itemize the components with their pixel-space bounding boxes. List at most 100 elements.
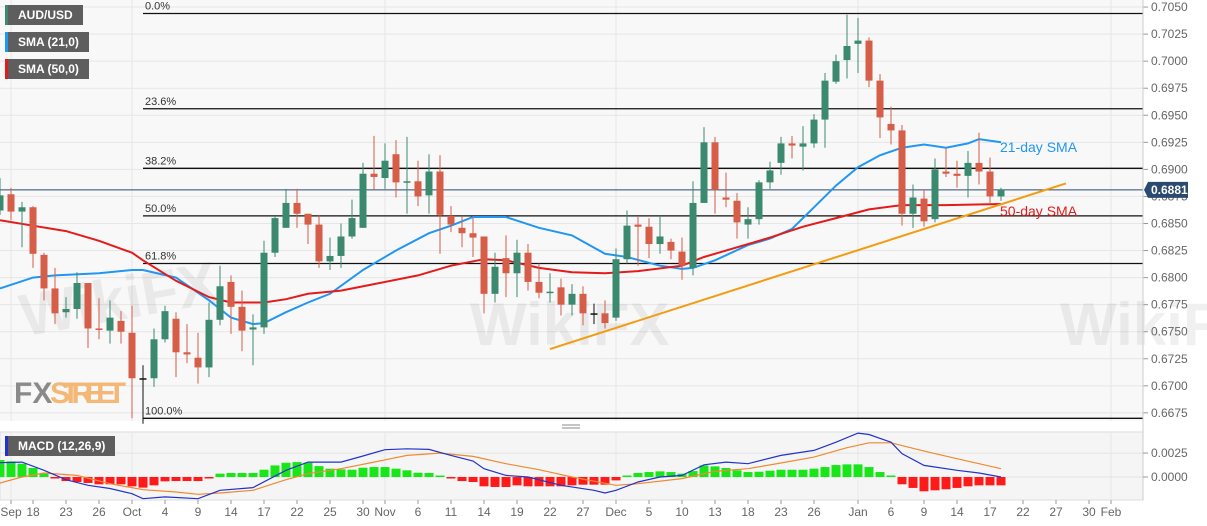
candle-body [722,197,730,200]
macd-histogram-bar [754,471,764,478]
candle-body [634,224,642,227]
x-tick-label: 26 [92,505,106,519]
macd-histogram-bar [204,477,214,479]
candles [0,14,1005,424]
candle-body [645,226,653,245]
candle-body [700,142,708,203]
y-tick-label: 0.6700 [1151,379,1188,393]
x-tick-label: 23 [774,505,788,519]
fxstreet-logo-street: STREET [50,377,126,410]
price-panel-bg [0,0,1143,421]
candle [546,273,554,303]
y-tick-label: 0.6725 [1151,352,1188,366]
candle [777,136,785,175]
macd-histogram-bar [116,477,126,485]
y-tick-label: 0.6900 [1151,162,1188,176]
candle-body [579,293,587,314]
candle-body [40,254,48,289]
y-tick-label: 0.6850 [1151,216,1188,230]
candle-body [887,123,895,131]
legend-symbol[interactable]: AUD/USD [5,5,83,25]
candle [106,300,114,344]
candle [95,298,103,340]
legend-macd[interactable]: MACD (12,26,9) [5,436,116,456]
x-tick-label: Dec [605,505,626,519]
candle-body [755,182,763,220]
macd-histogram-bar [952,477,962,488]
candle-body [568,293,576,305]
candle-body [304,213,312,225]
x-tick-label: 27 [576,505,590,519]
candle-body [29,207,37,254]
candle [414,160,422,207]
candle-body [293,202,301,214]
candle-body [282,202,290,228]
macd-histogram-bar [479,477,489,487]
panel-resize-handle[interactable] [562,424,580,429]
macd-histogram-bar [864,467,874,478]
candle-body [0,195,4,211]
candle-body [689,202,697,268]
candle-body [854,40,862,44]
macd-histogram-bar [28,468,38,478]
macd-histogram-bar [149,477,159,486]
x-tick-label: Jan [848,505,867,519]
candle-body [513,252,521,274]
candle [645,218,653,259]
macd-histogram-bar [39,473,49,478]
y-tick-label: 0.7000 [1151,54,1188,68]
x-tick-label: 27 [1049,505,1063,519]
x-tick-label: 30 [1082,505,1096,519]
candle [689,181,697,276]
macd-panel-bg [0,431,1144,501]
candle [942,147,950,177]
candle-body [986,171,994,197]
x-tick-label: 5 [646,505,653,519]
candle-body [601,313,609,324]
macd-histogram-bar [193,477,203,482]
candle-body [502,258,510,274]
candle [315,214,323,268]
candle [205,302,213,378]
fib-level-label: 61.8% [145,251,176,263]
candle-body [810,119,818,144]
candle-body [73,283,81,309]
macd-histogram-bar [501,477,511,487]
candle-body [744,219,752,225]
candle [898,125,906,226]
candle-body [777,143,785,163]
candle [799,126,807,171]
x-tick-label: 18 [741,505,755,519]
candle [73,272,81,319]
fib-level-label: 23.6% [145,96,176,108]
candle [359,162,367,228]
candle-body [524,252,532,282]
candle-body [51,288,59,314]
legend-sma21[interactable]: SMA (21,0) [5,32,89,52]
candle [0,178,4,215]
macd-histogram-bar [611,477,621,481]
candle-body [964,162,972,176]
macd-histogram-bar [105,477,115,485]
macd-histogram-bar [567,477,577,486]
candle-body [194,357,202,368]
candle [997,187,1005,201]
candle [161,305,169,343]
candle [766,161,774,189]
candle [700,127,708,203]
macd-histogram-bar [622,475,632,478]
candle [810,114,818,148]
x-tick-label: 17 [983,505,997,519]
macd-histogram-bar [919,477,929,492]
candle [326,237,334,271]
legend-sma50[interactable]: SMA (50,0) [5,59,89,79]
candle [425,154,433,214]
macd-histogram-bar [402,470,412,478]
x-tick-label: 6 [888,505,895,519]
candle-body [535,281,543,293]
macd-histogram-bar [127,477,137,487]
macd-histogram-bar [457,477,467,482]
candle [986,157,994,203]
macd-histogram-bar [886,475,896,478]
